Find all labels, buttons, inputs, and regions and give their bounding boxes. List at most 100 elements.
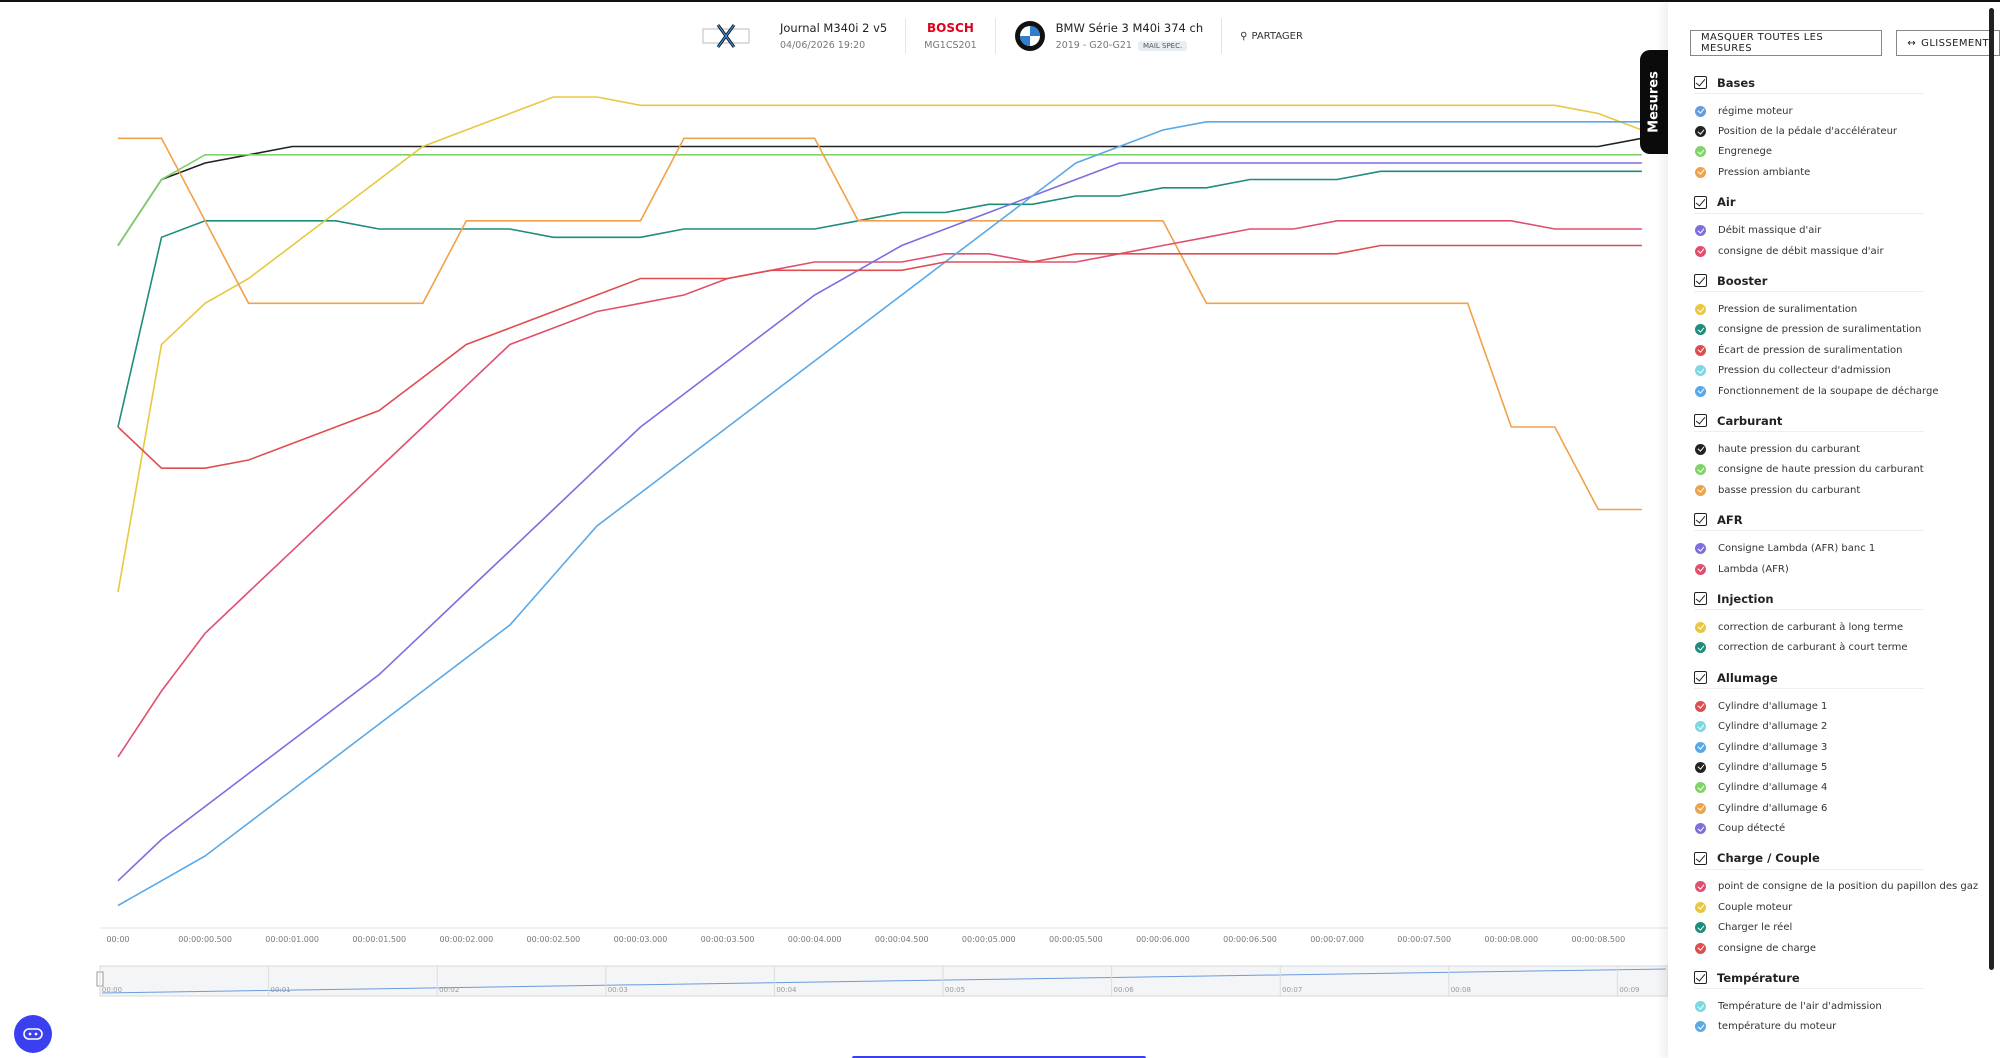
measure-item[interactable]: Position de la pédale d'accélérateur <box>1694 121 1984 141</box>
measure-item[interactable]: Cylindre d'allumage 6 <box>1694 798 1984 818</box>
measure-group-header[interactable]: Air <box>1694 192 1924 214</box>
measures-panel-toggle[interactable]: Mesures <box>1640 50 1668 154</box>
measure-item[interactable]: Coup détecté <box>1694 818 1984 838</box>
measure-item[interactable]: Cylindre d'allumage 3 <box>1694 737 1984 757</box>
journal-date: 04/06/2026 19:20 <box>780 40 866 51</box>
measure-color-check-icon[interactable] <box>1695 146 1706 158</box>
measure-item[interactable]: consigne de charge <box>1694 938 1984 958</box>
measure-item[interactable]: consigne de débit massique d'air <box>1694 241 1984 261</box>
measure-label: consigne de pression de suralimentation <box>1718 324 1922 336</box>
measure-group-header[interactable]: Charge / Couple <box>1694 848 1924 870</box>
measure-item[interactable]: consigne de haute pression du carburant <box>1694 460 1984 480</box>
measure-color-check-icon[interactable] <box>1695 901 1706 913</box>
measure-item[interactable]: Écart de pression de suralimentation <box>1694 340 1984 360</box>
measure-color-check-icon[interactable] <box>1695 304 1706 316</box>
measure-color-check-icon[interactable] <box>1695 700 1706 712</box>
measure-color-check-icon[interactable] <box>1695 105 1706 117</box>
measure-group-header[interactable]: Carburant <box>1694 410 1924 433</box>
measure-item[interactable]: Charger le réel <box>1694 918 1984 938</box>
group-checkbox[interactable] <box>1694 851 1707 865</box>
group-checkbox[interactable] <box>1694 592 1707 606</box>
measure-item[interactable]: Cylindre d'allumage 5 <box>1694 757 1984 777</box>
measure-item[interactable]: Température de l'air d'admission <box>1694 996 1984 1016</box>
measurements-chart[interactable]: 00:00 00:00:00.500 00:00:01.000 00:00:01.50… <box>0 2 1668 1058</box>
measure-group-header[interactable]: Bases <box>1694 72 1924 94</box>
measure-group-title: Charge / Couple <box>1717 851 1820 866</box>
measure-group: Carburant haute pression du carburant cons… <box>1694 410 1984 509</box>
measure-item[interactable]: Couple moteur <box>1694 897 1984 917</box>
measure-color-check-icon[interactable] <box>1695 543 1706 555</box>
group-checkbox[interactable] <box>1694 971 1707 985</box>
measure-color-check-icon[interactable] <box>1695 761 1706 773</box>
measure-color-check-icon[interactable] <box>1695 443 1706 455</box>
page-scrollbar[interactable] <box>1989 8 1994 970</box>
slide-mode-button[interactable]: ↔ GLISSEMENT <box>1896 30 2000 56</box>
overview-navigator[interactable]: 00:00 00:01 00:02 00:03 00:04 00:05 00:06 00:07… <box>96 965 1668 997</box>
measure-color-check-icon[interactable] <box>1695 741 1706 753</box>
measure-item[interactable]: basse pression du carburant <box>1694 480 1984 500</box>
group-checkbox[interactable] <box>1694 274 1707 288</box>
measure-color-check-icon[interactable] <box>1695 245 1706 257</box>
measure-group: Injection correction de carburant à long … <box>1694 588 1984 667</box>
measure-group-header[interactable]: AFR <box>1694 509 1924 532</box>
measure-color-check-icon[interactable] <box>1695 621 1706 633</box>
measure-color-check-icon[interactable] <box>1695 225 1706 237</box>
measure-color-check-icon[interactable] <box>1695 365 1706 377</box>
measure-color-check-icon[interactable] <box>1695 324 1706 336</box>
measure-color-check-icon[interactable] <box>1695 802 1706 814</box>
group-checkbox[interactable] <box>1694 195 1707 209</box>
measure-group-header[interactable]: Température <box>1694 967 1924 990</box>
group-checkbox[interactable] <box>1694 76 1707 89</box>
measure-color-check-icon[interactable] <box>1695 1021 1706 1033</box>
measure-color-check-icon[interactable] <box>1695 484 1706 496</box>
measure-group-header[interactable]: Allumage <box>1694 667 1924 690</box>
measure-item[interactable]: correction de carburant à long terme <box>1694 617 1984 637</box>
measure-color-check-icon[interactable] <box>1695 922 1706 934</box>
measure-item[interactable]: correction de carburant à court terme <box>1694 638 1984 658</box>
measure-item[interactable]: Pression du collecteur d'admission <box>1694 361 1984 381</box>
x-tick-label: 00:00:05.000 <box>962 935 1016 944</box>
app-logo[interactable] <box>700 20 752 52</box>
measure-item[interactable]: Cylindre d'allumage 4 <box>1694 778 1984 798</box>
measure-color-check-icon[interactable] <box>1695 166 1706 178</box>
measure-color-check-icon[interactable] <box>1695 721 1706 733</box>
measure-label: Consigne Lambda (AFR) banc 1 <box>1718 543 1876 555</box>
measure-item[interactable]: Engrenege <box>1694 142 1984 162</box>
measure-item[interactable]: Pression de suralimentation <box>1694 299 1984 319</box>
measure-item[interactable]: Cylindre d'allumage 2 <box>1694 716 1984 736</box>
measure-group: Bases régime moteur Position de la pédale … <box>1694 72 1984 192</box>
measure-item[interactable]: régime moteur <box>1694 101 1984 121</box>
measure-color-check-icon[interactable] <box>1695 126 1706 138</box>
group-checkbox[interactable] <box>1694 671 1707 685</box>
measure-item[interactable]: point de consigne de la position du papi… <box>1694 877 1984 897</box>
measure-item[interactable]: Fonctionnement de la soupape de décharge <box>1694 381 1984 401</box>
measure-group-title: Bases <box>1717 75 1756 90</box>
group-checkbox[interactable] <box>1694 513 1707 527</box>
measure-item[interactable]: Consigne Lambda (AFR) banc 1 <box>1694 538 1984 558</box>
measure-color-check-icon[interactable] <box>1695 385 1706 397</box>
measure-color-check-icon[interactable] <box>1695 881 1706 893</box>
measure-group-header[interactable]: Booster <box>1694 270 1924 293</box>
measure-color-check-icon[interactable] <box>1695 563 1706 575</box>
chat-button[interactable] <box>14 1015 52 1053</box>
measure-item[interactable]: Lambda (AFR) <box>1694 559 1984 579</box>
measure-group-header[interactable]: Injection <box>1694 588 1924 611</box>
measure-item[interactable]: consigne de pression de suralimentation <box>1694 320 1984 340</box>
group-checkbox[interactable] <box>1694 414 1707 428</box>
measure-color-check-icon[interactable] <box>1695 464 1706 476</box>
measure-item[interactable]: Cylindre d'allumage 1 <box>1694 696 1984 716</box>
measure-color-check-icon[interactable] <box>1695 344 1706 356</box>
measure-item[interactable]: Pression ambiante <box>1694 162 1984 182</box>
measure-group: Allumage Cylindre d'allumage 1 Cylindre d'… <box>1694 667 1984 848</box>
measure-item[interactable]: haute pression du carburant <box>1694 439 1984 459</box>
measure-color-check-icon[interactable] <box>1695 782 1706 794</box>
measure-color-check-icon[interactable] <box>1695 642 1706 654</box>
share-button[interactable]: ⚲ PARTAGER <box>1240 31 1303 42</box>
measure-group: Charge / Couple point de consigne de la p… <box>1694 848 1984 968</box>
measure-color-check-icon[interactable] <box>1695 1001 1706 1013</box>
measure-item[interactable]: Débit massique d'air <box>1694 221 1984 241</box>
measure-item[interactable]: température du moteur <box>1694 1017 1984 1037</box>
measure-color-check-icon[interactable] <box>1695 823 1706 835</box>
hide-all-measures-button[interactable]: MASQUER TOUTES LES MESURES <box>1690 30 1883 56</box>
measure-color-check-icon[interactable] <box>1695 942 1706 954</box>
